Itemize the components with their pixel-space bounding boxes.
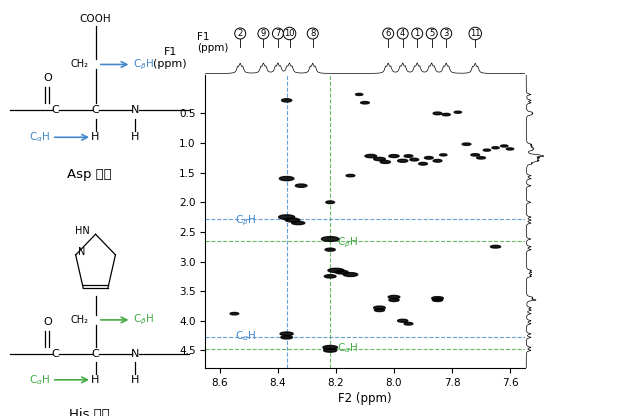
Ellipse shape [454,111,461,113]
Ellipse shape [471,154,480,156]
Ellipse shape [398,319,408,322]
Ellipse shape [281,336,293,339]
Ellipse shape [374,306,386,310]
Text: C: C [92,105,99,115]
Text: N: N [78,247,85,257]
Text: C$_{\beta}$H: C$_{\beta}$H [337,235,358,250]
Ellipse shape [492,147,499,149]
Ellipse shape [490,245,501,248]
Text: O: O [43,317,52,327]
Ellipse shape [295,184,307,187]
Ellipse shape [388,295,400,299]
Text: H: H [92,375,100,385]
Text: C$_{\alpha}$H: C$_{\alpha}$H [235,329,256,343]
Text: 11: 11 [470,29,480,38]
Text: H: H [92,132,100,142]
Ellipse shape [323,346,337,349]
Ellipse shape [365,154,377,158]
Text: 1: 1 [415,29,420,38]
Text: Asp 骨格: Asp 骨格 [67,168,112,181]
Ellipse shape [380,161,391,163]
Ellipse shape [324,275,336,278]
Text: C: C [52,349,59,359]
Ellipse shape [279,176,294,181]
Text: 5: 5 [429,29,434,38]
Text: H: H [131,132,140,142]
Text: 10: 10 [284,29,295,38]
Text: N: N [131,349,140,359]
Text: C$_{\beta}$H: C$_{\beta}$H [133,57,154,72]
Text: C$_{\beta}$H: C$_{\beta}$H [235,213,256,228]
X-axis label: F2 (ppm): F2 (ppm) [338,392,392,405]
Text: F1: F1 [197,32,209,42]
Ellipse shape [280,332,293,336]
Ellipse shape [335,270,348,274]
Ellipse shape [433,112,442,115]
Ellipse shape [325,248,335,251]
Ellipse shape [404,155,413,157]
Ellipse shape [432,297,443,300]
Ellipse shape [462,143,471,145]
Text: 4: 4 [400,29,405,38]
Ellipse shape [328,268,344,272]
Text: O: O [43,73,52,83]
Text: H: H [131,375,140,385]
Ellipse shape [404,322,413,325]
Ellipse shape [477,157,485,159]
Ellipse shape [432,299,442,302]
Text: COOH: COOH [80,14,111,24]
Text: His 骨格: His 骨格 [70,408,110,416]
Text: 3: 3 [444,29,449,38]
Ellipse shape [292,221,305,225]
Ellipse shape [389,299,399,302]
Text: C: C [92,349,99,359]
Text: CH₂: CH₂ [71,59,88,69]
Ellipse shape [440,154,447,156]
Text: C$_{\alpha}$H: C$_{\alpha}$H [28,373,50,387]
Text: 2: 2 [238,29,243,38]
Ellipse shape [356,94,363,95]
Ellipse shape [398,159,408,162]
Text: HN: HN [75,226,90,236]
Text: C$_{\alpha}$H: C$_{\alpha}$H [337,341,358,355]
Text: CH₂: CH₂ [71,315,88,325]
Text: N: N [131,105,140,115]
Text: 7: 7 [276,29,281,38]
Ellipse shape [279,215,295,219]
Text: C$_{\alpha}$H: C$_{\alpha}$H [28,130,50,144]
Ellipse shape [322,237,339,241]
Text: (ppm): (ppm) [197,43,228,53]
Text: 6: 6 [386,29,391,38]
Ellipse shape [501,145,508,147]
Ellipse shape [418,162,427,165]
Ellipse shape [374,309,384,312]
Ellipse shape [433,159,442,162]
Ellipse shape [230,312,239,315]
Ellipse shape [506,148,514,150]
Ellipse shape [410,158,418,161]
Ellipse shape [442,114,450,116]
Ellipse shape [361,102,369,104]
Text: C: C [52,105,59,115]
Ellipse shape [374,157,386,161]
Ellipse shape [483,149,490,151]
Ellipse shape [425,156,433,159]
Text: C$_{\beta}$H: C$_{\beta}$H [133,313,154,327]
Ellipse shape [389,155,399,158]
Ellipse shape [326,201,334,203]
Text: F1
(ppm): F1 (ppm) [154,47,187,69]
Ellipse shape [285,218,300,222]
Text: 8: 8 [310,29,315,38]
Ellipse shape [346,174,355,177]
Ellipse shape [343,272,358,277]
Ellipse shape [282,99,292,102]
Ellipse shape [324,349,337,352]
Text: 9: 9 [261,29,266,38]
